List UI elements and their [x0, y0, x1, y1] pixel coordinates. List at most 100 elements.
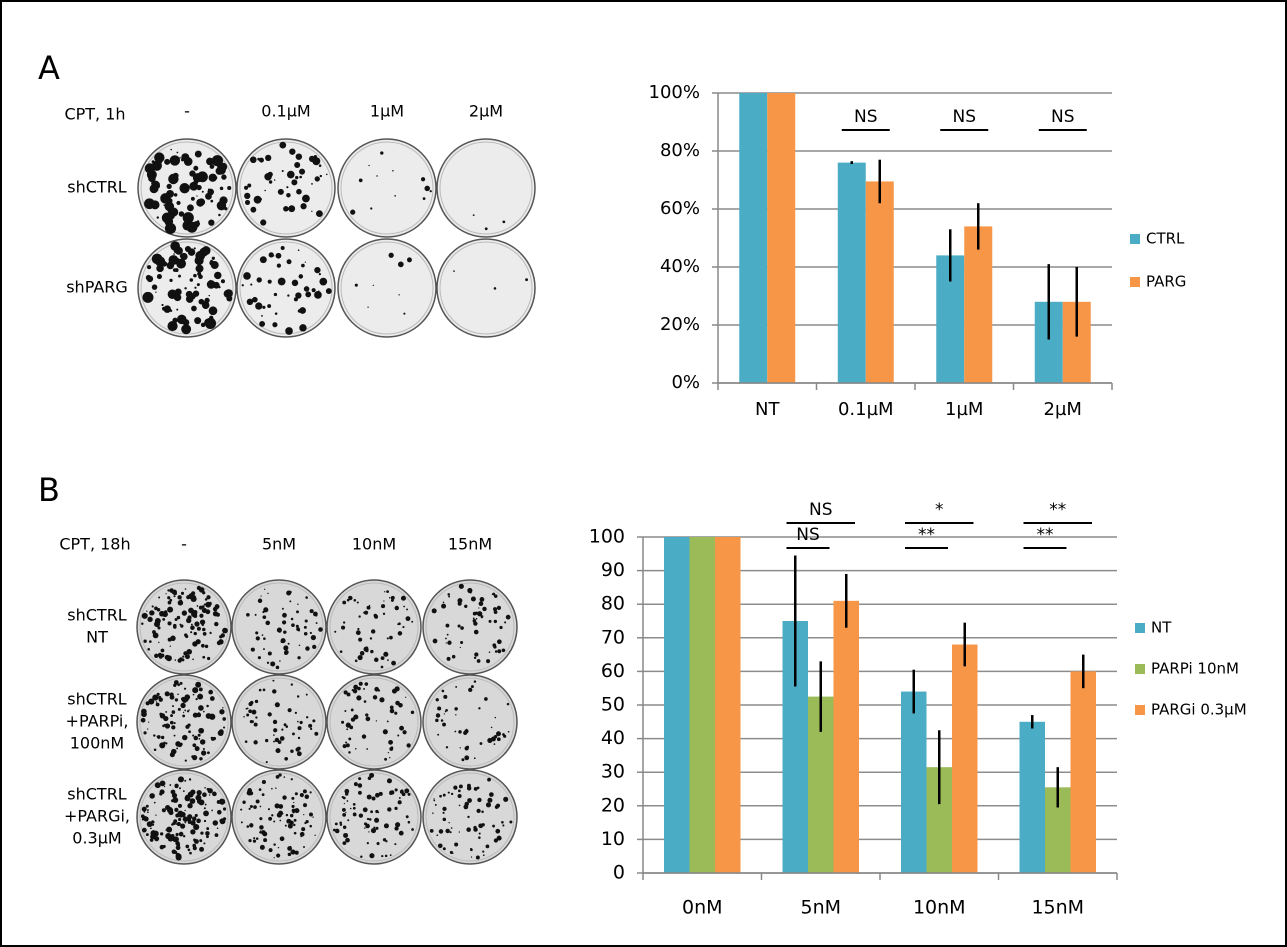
colony [394, 195, 396, 197]
colony [277, 846, 280, 849]
colony [181, 610, 188, 616]
colony [196, 605, 199, 607]
colony [222, 717, 227, 721]
colony [293, 297, 298, 302]
plate-rim [239, 141, 333, 235]
colony [370, 828, 377, 834]
colony [204, 803, 207, 806]
colony [174, 807, 179, 812]
colony [212, 820, 219, 826]
colony [294, 808, 300, 814]
colony [478, 836, 481, 839]
colony [175, 813, 180, 818]
colony [163, 204, 166, 207]
colony [342, 841, 347, 846]
colony [246, 713, 250, 717]
colony [493, 743, 496, 746]
colony [298, 644, 301, 646]
colony [259, 831, 262, 834]
colony [472, 617, 475, 620]
colony [189, 278, 194, 282]
bar [715, 537, 741, 873]
colony [348, 737, 352, 741]
colony [398, 622, 401, 626]
colony [222, 627, 228, 634]
colony [493, 607, 498, 612]
colony [162, 724, 165, 728]
colony [176, 821, 181, 827]
colony [276, 812, 282, 818]
colony [207, 751, 210, 755]
colony [495, 828, 501, 834]
colony [370, 629, 376, 634]
colony [460, 626, 464, 630]
colony [167, 289, 178, 299]
colony [281, 813, 284, 815]
colony [203, 810, 209, 817]
colony [191, 591, 196, 596]
colony [273, 728, 278, 733]
colony [369, 853, 375, 859]
colony [140, 717, 146, 723]
colony [173, 734, 176, 737]
colony [268, 180, 273, 184]
colony [246, 298, 254, 306]
colony [221, 174, 227, 180]
colony [167, 596, 171, 600]
colony [389, 854, 392, 856]
colony [293, 823, 296, 827]
colony [198, 687, 203, 692]
colony [358, 790, 362, 795]
colony [260, 219, 267, 226]
colony [268, 848, 273, 853]
colony [192, 290, 200, 297]
colony [180, 599, 183, 602]
colony [141, 612, 148, 619]
colony [296, 610, 299, 614]
colony [183, 687, 187, 690]
colony [279, 660, 281, 662]
colony [186, 221, 198, 233]
colony [281, 169, 284, 173]
colony [153, 734, 156, 737]
colony [386, 778, 392, 784]
colony [196, 184, 202, 191]
colony [172, 268, 177, 272]
colony [280, 246, 285, 251]
colony [294, 850, 299, 855]
colony [351, 688, 355, 692]
colony [156, 735, 159, 738]
colony [175, 854, 182, 861]
colony [144, 198, 155, 210]
colony [457, 624, 461, 628]
colony [356, 601, 359, 604]
colony [398, 702, 403, 708]
colony [373, 826, 376, 829]
significance-label: NS [1051, 107, 1075, 127]
colony [292, 811, 295, 814]
colony [208, 219, 215, 226]
colony [298, 274, 304, 279]
colony [159, 780, 166, 787]
significance-label: NS [854, 107, 878, 127]
colony [394, 788, 398, 792]
row-label: 0.3µM [72, 829, 121, 848]
colony [367, 306, 369, 308]
colony [439, 794, 442, 798]
colony [196, 283, 200, 287]
colony [176, 615, 181, 620]
colony [275, 787, 277, 789]
colony [402, 625, 405, 629]
colony [364, 682, 369, 686]
colony [246, 790, 252, 796]
colony [184, 654, 190, 660]
colony [173, 193, 178, 197]
colony [342, 600, 347, 605]
colony [389, 597, 391, 599]
colony [171, 748, 177, 755]
colony [316, 210, 323, 218]
colony [197, 793, 200, 796]
colony [178, 831, 184, 837]
colony [394, 843, 397, 846]
colony [147, 809, 149, 811]
